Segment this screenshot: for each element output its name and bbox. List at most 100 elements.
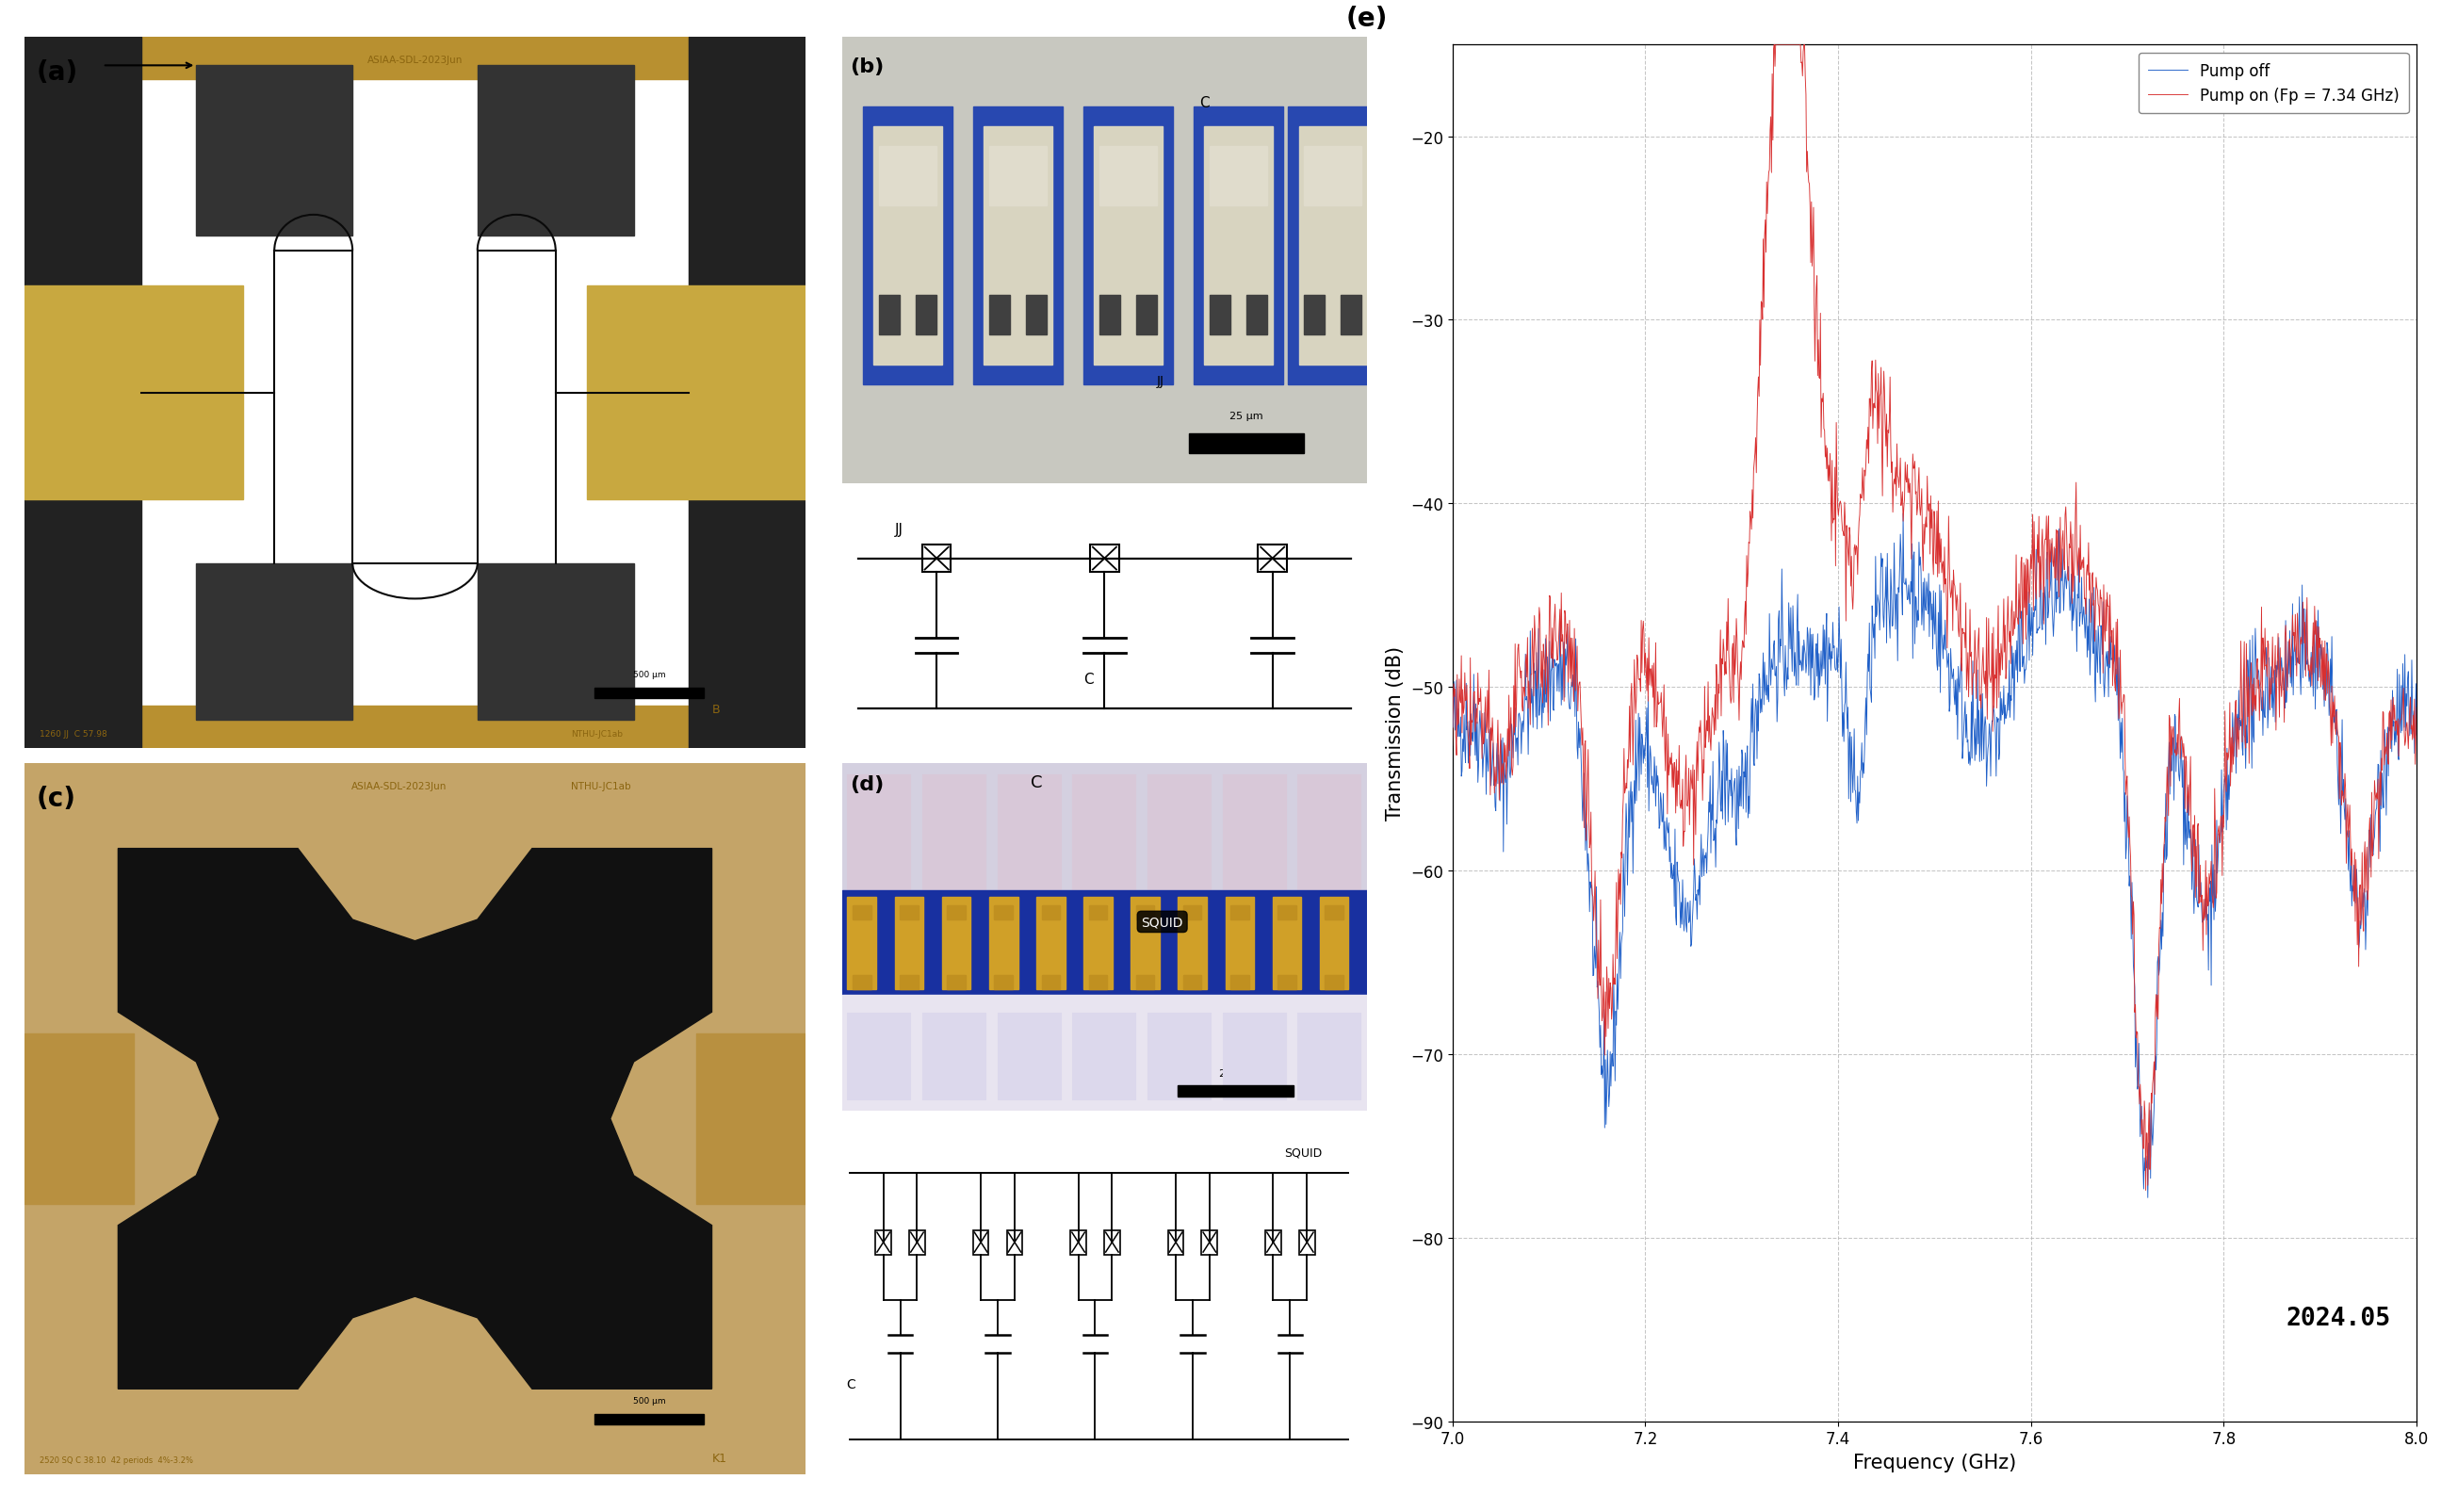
Text: (a): (a) [37, 59, 78, 86]
Bar [1147, 776, 1211, 891]
X-axis label: Frequency (GHz): Frequency (GHz) [1853, 1453, 2016, 1471]
Bar [195, 564, 352, 720]
Bar [24, 1034, 134, 1204]
Text: JJ: JJ [1157, 375, 1164, 387]
Text: NTHU-JC1ab: NTHU-JC1ab [571, 729, 622, 738]
Bar [974, 1231, 989, 1255]
Bar [874, 127, 942, 364]
Bar [1167, 1231, 1184, 1255]
Text: 500 μm: 500 μm [632, 1397, 666, 1405]
Pump off [1882, 652, 1911, 670]
Bar [696, 1034, 806, 1204]
Bar [1135, 295, 1157, 336]
Bar [1094, 127, 1162, 364]
Bar [879, 295, 901, 336]
Bar [1223, 776, 1286, 891]
Bar [923, 776, 986, 891]
Text: B: B [713, 703, 720, 715]
Bar [1084, 897, 1113, 989]
Bar [1072, 1013, 1135, 1099]
Text: NTHU-JC1ab: NTHU-JC1ab [571, 782, 632, 791]
Pump off [2390, 686, 2419, 705]
Bar [852, 975, 871, 989]
Pump off [1438, 702, 1467, 720]
Bar [1299, 1013, 1360, 1099]
Pump off [2402, 726, 2431, 744]
Bar [847, 897, 876, 989]
Pump off [1672, 916, 1701, 934]
Bar [1089, 906, 1108, 919]
Bar [998, 1013, 1059, 1099]
Bar [1179, 897, 1206, 989]
Bar [1247, 295, 1267, 336]
Bar [908, 1231, 925, 1255]
Text: 25 μm: 25 μm [1230, 411, 1262, 422]
Bar [915, 295, 937, 336]
Bar [1042, 906, 1059, 919]
Text: 1260 JJ  C 57.98: 1260 JJ C 57.98 [39, 729, 107, 738]
Pump on (Fp = 7.34 GHz) [1770, 36, 1799, 54]
Pump on (Fp = 7.34 GHz) [1438, 736, 1467, 754]
Bar [1147, 1013, 1211, 1099]
Text: (d): (d) [849, 776, 884, 794]
Bar [993, 975, 1013, 989]
Bar [1264, 1231, 1282, 1255]
Line: Pump off: Pump off [1452, 514, 2417, 1198]
Bar [1303, 295, 1325, 336]
Bar [1230, 906, 1250, 919]
Pump off [1945, 676, 1975, 694]
Bar [24, 38, 806, 80]
Text: (b): (b) [849, 57, 884, 77]
Y-axis label: Transmission (dB): Transmission (dB) [1386, 646, 1406, 821]
Bar [1230, 975, 1250, 989]
Bar [586, 287, 806, 499]
Bar [688, 38, 806, 748]
Text: C: C [1084, 673, 1094, 686]
Pump on (Fp = 7.34 GHz) [1760, 36, 1789, 54]
Bar [901, 906, 918, 919]
Bar [1072, 776, 1135, 891]
Bar [847, 1013, 910, 1099]
Text: (e): (e) [1347, 5, 1389, 32]
Text: 500 μm: 500 μm [632, 671, 666, 679]
Bar [842, 891, 1367, 995]
Bar [901, 975, 918, 989]
Bar [852, 906, 871, 919]
Bar [847, 776, 910, 891]
Pump on (Fp = 7.34 GHz) [2402, 699, 2431, 717]
Bar [947, 975, 967, 989]
Bar [1299, 127, 1367, 364]
Bar [842, 995, 1367, 1111]
Bar [1277, 975, 1296, 989]
Bar [1006, 1231, 1023, 1255]
Bar [195, 67, 352, 237]
Bar [1299, 1231, 1316, 1255]
Bar [1098, 147, 1157, 206]
Text: 25 μm: 25 μm [1218, 1069, 1252, 1078]
Bar [942, 897, 972, 989]
Bar [478, 564, 635, 720]
Bar [24, 706, 806, 748]
Pump on (Fp = 7.34 GHz) [1884, 469, 1914, 487]
Bar [879, 147, 937, 206]
Bar [1135, 906, 1155, 919]
Pump on (Fp = 7.34 GHz) [1945, 627, 1975, 646]
Bar [1184, 975, 1201, 989]
Text: C: C [847, 1377, 854, 1390]
Bar [1135, 975, 1155, 989]
Bar [1179, 1086, 1294, 1096]
Bar [998, 776, 1059, 891]
Bar [1299, 776, 1360, 891]
Pump off [2133, 1188, 2163, 1207]
Pump on (Fp = 7.34 GHz) [2131, 1181, 2160, 1199]
Bar [1325, 975, 1343, 989]
Bar [1340, 295, 1362, 336]
Polygon shape [117, 848, 713, 1390]
Bar [1223, 1013, 1286, 1099]
Text: SQUID: SQUID [1142, 915, 1184, 928]
Bar [1201, 1231, 1218, 1255]
Pump off [1889, 505, 1919, 523]
Bar [1225, 897, 1255, 989]
Bar [1321, 897, 1347, 989]
Text: SQUID: SQUID [1284, 1146, 1323, 1158]
